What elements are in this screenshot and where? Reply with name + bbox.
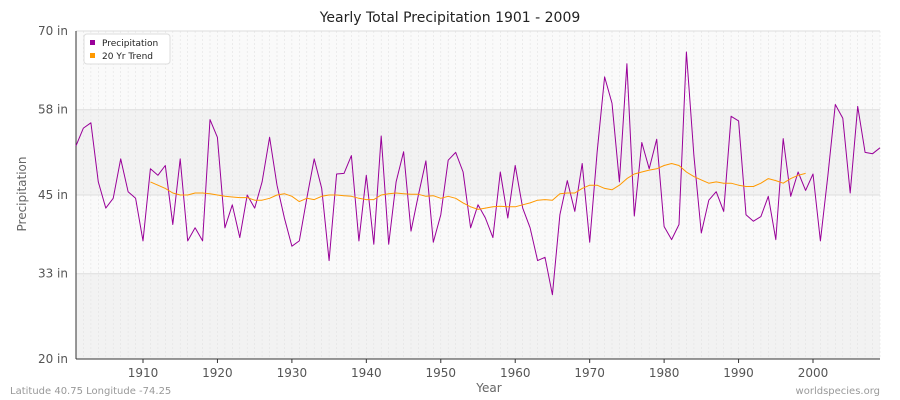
y-tick-label: 70 in	[38, 24, 68, 38]
legend-swatch-trend	[90, 53, 95, 58]
y-axis-ticks: 20 in 33 in 45 in 58 in 70 in	[38, 24, 68, 366]
x-axis-ticks: 1910 1920 1930 1940 1950 1960 1970 1980 1990 2000	[128, 359, 829, 380]
x-tick-label: 1910	[128, 366, 159, 380]
footer-source: worldspecies.org	[796, 386, 880, 397]
chart-title: Yearly Total Precipitation 1901 - 2009	[319, 10, 581, 26]
x-tick-label: 1990	[723, 366, 754, 380]
y-tick-label: 58 in	[38, 103, 68, 117]
legend-box	[83, 33, 171, 65]
y-tick-label: 33 in	[38, 267, 68, 281]
legend: Precipitation 20 Yr Trend	[83, 33, 171, 65]
x-axis-label: Year	[475, 381, 501, 395]
x-tick-label: 1940	[351, 366, 382, 380]
footer-coordinates: Latitude 40.75 Longitude -74.25	[10, 386, 171, 397]
series-lines	[75, 51, 881, 296]
plot-band	[76, 195, 880, 274]
y-tick-label: 45 in	[38, 188, 68, 202]
plot-band	[76, 31, 880, 110]
x-tick-label: 2000	[798, 366, 829, 380]
x-tick-label: 1920	[202, 366, 233, 380]
x-tick-label: 1960	[500, 366, 531, 380]
trend-line	[150, 163, 806, 210]
legend-label-precipitation: Precipitation	[102, 39, 158, 49]
x-tick-label: 1930	[277, 366, 308, 380]
x-tick-label: 1980	[649, 366, 680, 380]
x-tick-label: 1950	[426, 366, 457, 380]
legend-label-trend: 20 Yr Trend	[102, 52, 153, 62]
y-tick-label: 20 in	[38, 352, 68, 366]
legend-swatch-precipitation	[90, 40, 95, 45]
x-tick-label: 1970	[574, 366, 605, 380]
grid-lines	[75, 30, 881, 360]
precipitation-line	[75, 51, 881, 296]
y-axis-label: Precipitation	[15, 156, 29, 231]
